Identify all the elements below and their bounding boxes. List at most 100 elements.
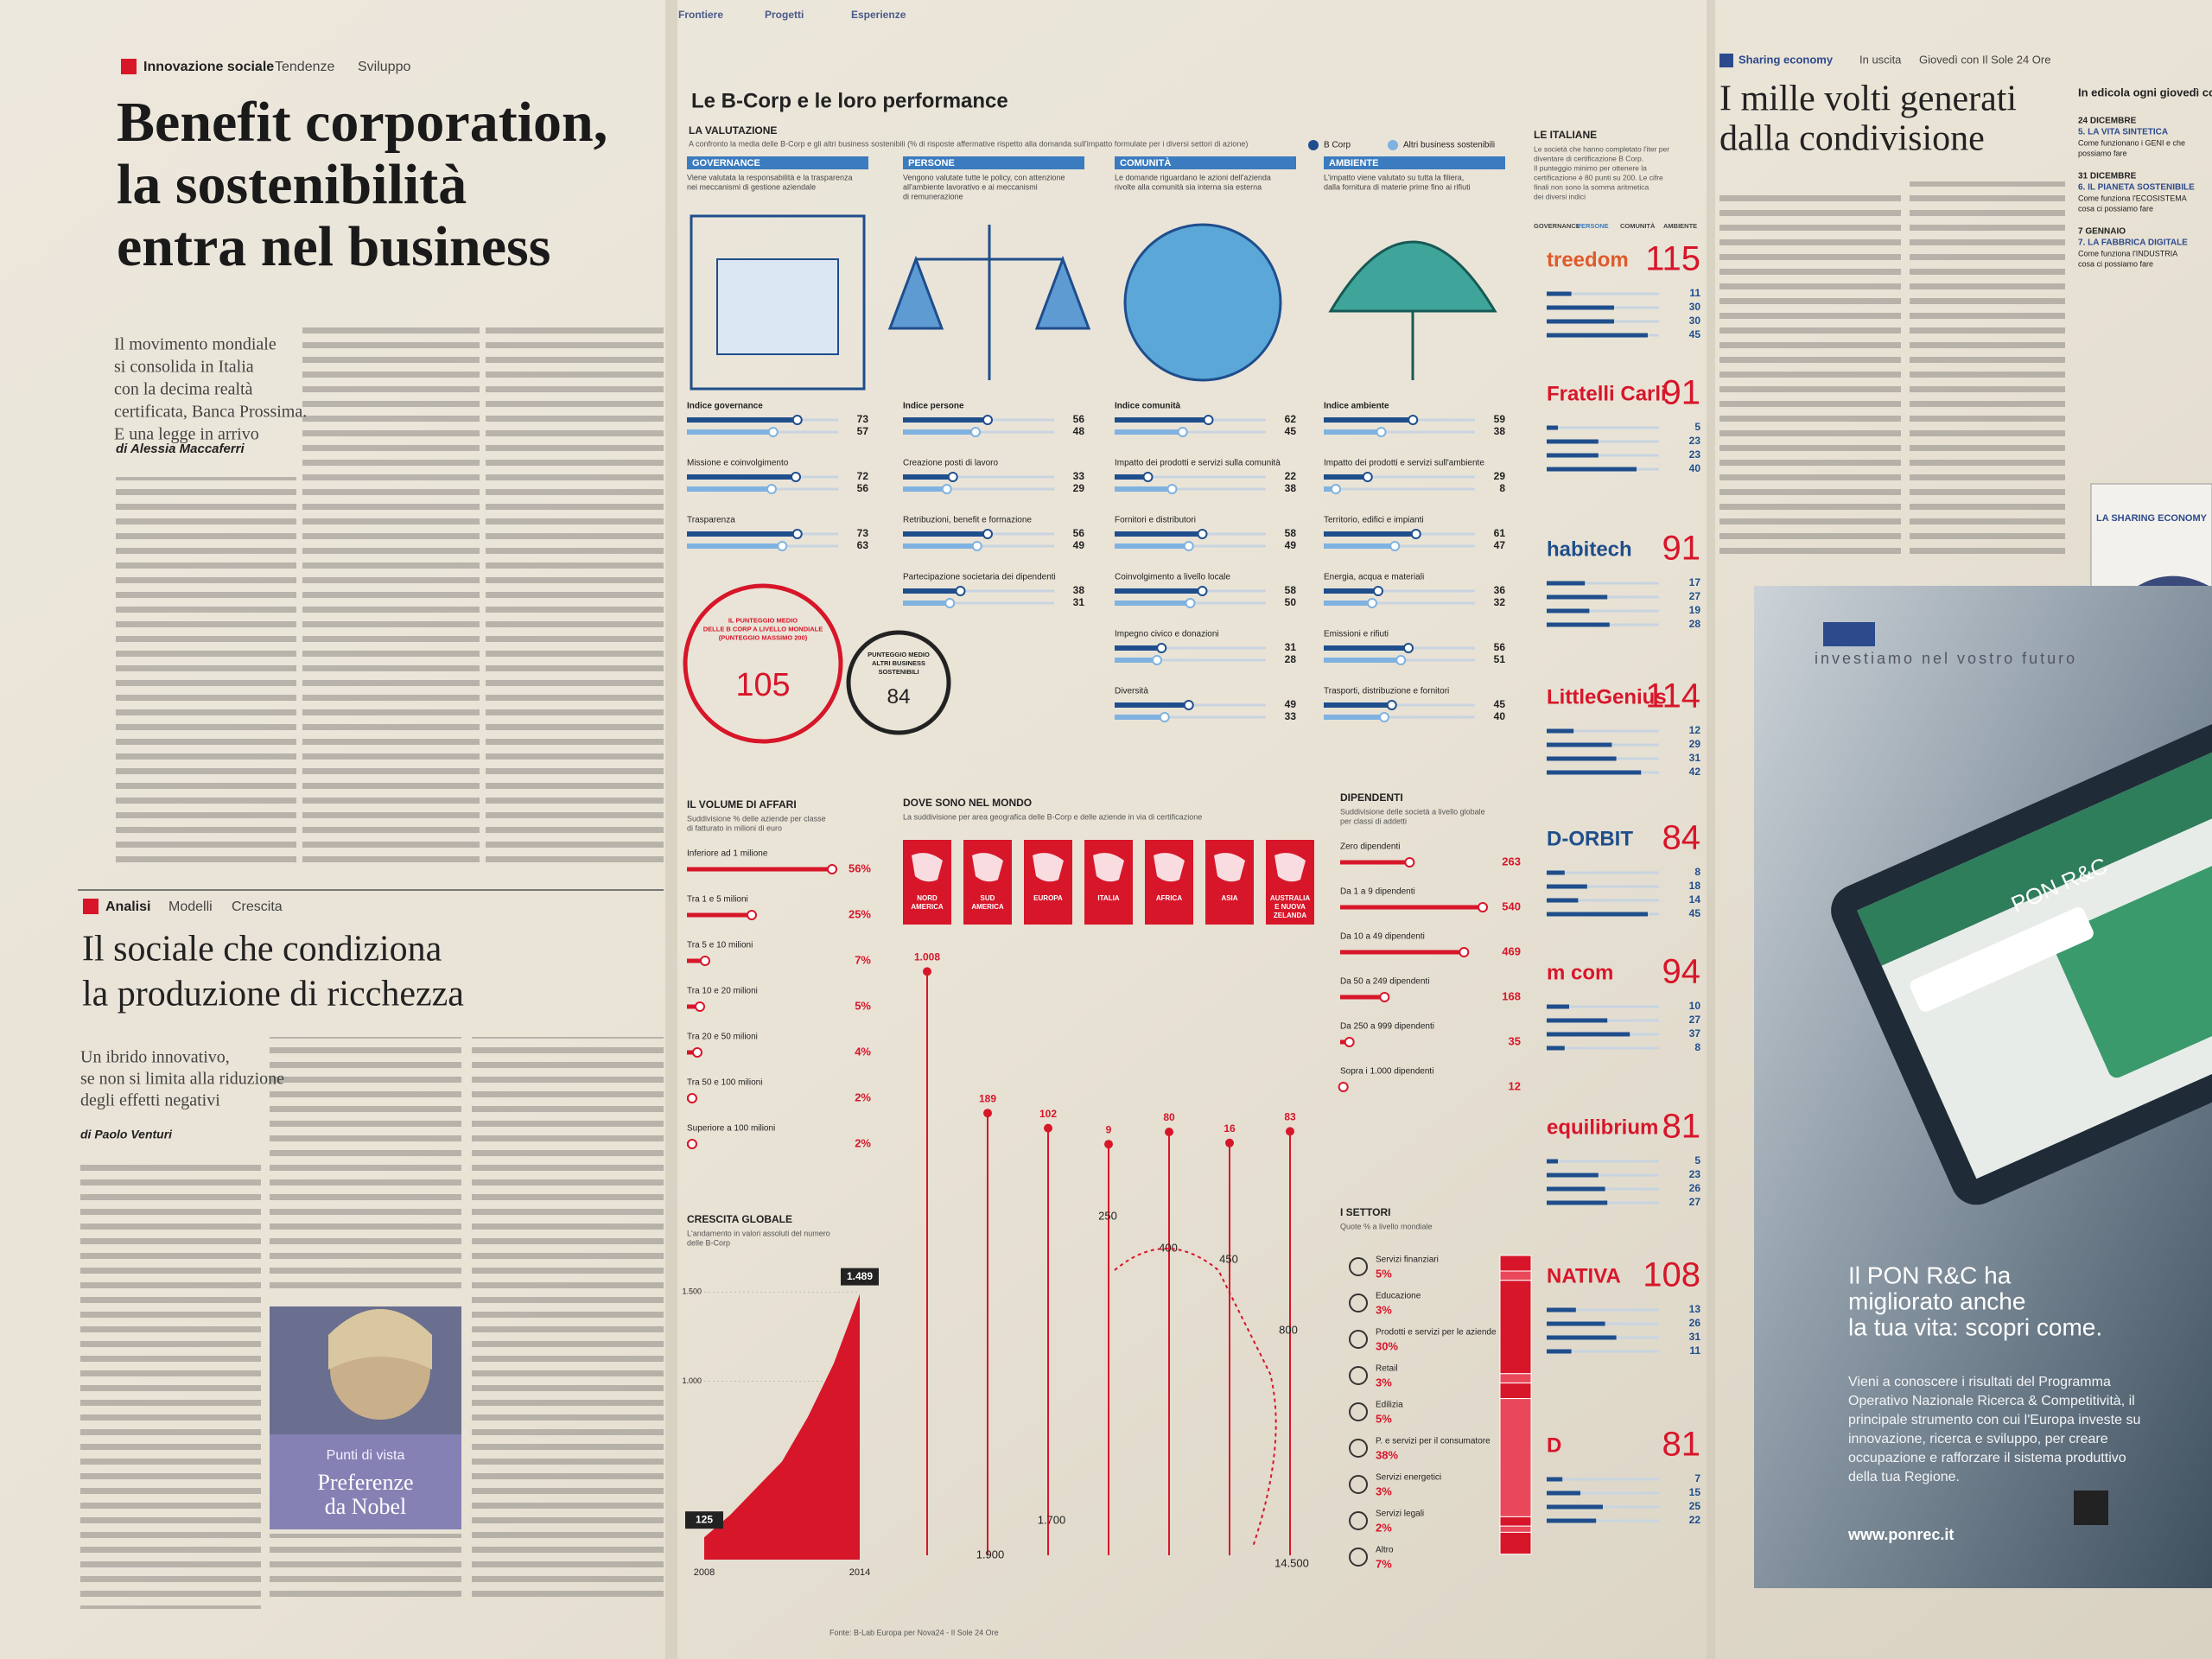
company-value: 5 bbox=[1694, 1154, 1700, 1166]
section-intro: A confronto la media delle B-Corp e gli … bbox=[689, 139, 1248, 148]
illustration-comunita bbox=[1123, 223, 1282, 382]
employees-dot bbox=[1379, 992, 1390, 1002]
sector-value: 3% bbox=[1376, 1376, 1392, 1389]
region-name: ZELANDA bbox=[1274, 912, 1306, 919]
volume-dot bbox=[747, 910, 757, 920]
sector-segment bbox=[1499, 1255, 1532, 1272]
item-title: 5. LA VITA SINTETICA bbox=[2078, 128, 2168, 137]
index-value: 22 bbox=[1285, 470, 1297, 482]
tablet bbox=[1831, 722, 2212, 1205]
company-value: 5 bbox=[1694, 421, 1700, 433]
index-dot bbox=[982, 529, 993, 539]
company-score: 114 bbox=[1645, 677, 1700, 715]
coil bbox=[1114, 1248, 1277, 1548]
region-name: SUD bbox=[981, 894, 995, 902]
body-text bbox=[302, 325, 480, 868]
region-value: 1.008 bbox=[914, 951, 940, 963]
company-score: 108 bbox=[1643, 1256, 1700, 1294]
section-desc: dei diversi indici bbox=[1534, 192, 1586, 200]
section-subtitle: delle B-Corp bbox=[687, 1238, 730, 1247]
company-logo: m com bbox=[1547, 961, 1613, 984]
fold bbox=[1707, 0, 1715, 1659]
item-desc: cosa ci possiamo fare bbox=[2078, 204, 2153, 213]
area-name: PERSONE bbox=[908, 158, 955, 168]
section-desc: Le società che hanno completato l'iter p… bbox=[1534, 144, 1669, 153]
index-value: 48 bbox=[1073, 425, 1085, 437]
index-label: Partecipazione societaria dei dipendenti bbox=[903, 573, 1056, 582]
company-value: 40 bbox=[1689, 462, 1701, 474]
company-value: 11 bbox=[1689, 1344, 1700, 1357]
subhead: E una legge in arrivo bbox=[114, 425, 259, 444]
employees-label: Sopra i 1.000 dipendenti bbox=[1340, 1067, 1433, 1077]
index-value: 62 bbox=[1285, 413, 1297, 425]
score-ring bbox=[683, 583, 843, 744]
index-label: Missione e coinvolgimento bbox=[687, 459, 789, 468]
caption-text bbox=[270, 1534, 461, 1603]
index-dot bbox=[791, 472, 801, 482]
index-dot bbox=[1203, 415, 1214, 425]
sector-icon bbox=[1349, 1402, 1368, 1421]
area-header bbox=[1115, 156, 1296, 169]
sector-value: 3% bbox=[1376, 1484, 1392, 1497]
employees-dot bbox=[1404, 857, 1415, 868]
sector-value: 5% bbox=[1376, 1267, 1392, 1280]
volume-value: 2% bbox=[855, 1136, 871, 1149]
employees-value: 12 bbox=[1509, 1079, 1521, 1092]
item-desc: Come funzionano i GENI e che bbox=[2078, 138, 2185, 147]
legend-swatch bbox=[1308, 140, 1319, 150]
qr-code bbox=[2074, 1491, 2108, 1525]
employees-dot bbox=[1344, 1037, 1355, 1047]
ad-body: Vieni a conoscere i risultati del Progra… bbox=[1848, 1375, 2111, 1389]
sector-label: Prodotti e servizi per le aziende bbox=[1376, 1328, 1497, 1338]
area-desc: di remunerazione bbox=[903, 192, 963, 200]
company-value: 45 bbox=[1689, 328, 1701, 340]
sector-icon bbox=[1349, 1257, 1368, 1276]
index-value: 45 bbox=[1285, 425, 1297, 437]
section-subtitle: per classi di addetti bbox=[1340, 817, 1407, 825]
index-value: 28 bbox=[1285, 653, 1297, 665]
index-label: Indice ambiente bbox=[1324, 402, 1389, 411]
index-value: 58 bbox=[1285, 527, 1297, 539]
index-value: 50 bbox=[1285, 596, 1297, 608]
column-header: COMUNITÀ bbox=[1620, 222, 1656, 230]
body-text bbox=[486, 325, 664, 868]
area-name: COMUNITÀ bbox=[1120, 157, 1171, 168]
volume-dot bbox=[700, 956, 710, 966]
employees-label: Da 10 a 49 dipendenti bbox=[1340, 932, 1425, 942]
app-bar bbox=[1857, 748, 2212, 966]
area-name: AMBIENTE bbox=[1329, 158, 1378, 168]
index-value: 57 bbox=[857, 425, 869, 437]
ad-url: www.ponrec.it bbox=[1847, 1526, 1954, 1543]
section-label: I SETTORI bbox=[1340, 1206, 1390, 1218]
sector-segment bbox=[1499, 1398, 1532, 1517]
area-desc: rivolte alla comunità sia interna sia es… bbox=[1115, 182, 1262, 191]
section-tag: Sviluppo bbox=[358, 60, 410, 74]
photo-title: da Nobel bbox=[325, 1494, 407, 1519]
byline: di Alessia Maccaferri bbox=[116, 442, 245, 456]
company-value: 7 bbox=[1694, 1472, 1700, 1484]
region-tile bbox=[903, 840, 951, 925]
index-dot bbox=[1183, 700, 1194, 710]
index-label: Diversità bbox=[1115, 687, 1148, 696]
section-desc: diventare di certificazione B Corp. bbox=[1534, 154, 1643, 162]
score-ring bbox=[846, 630, 951, 735]
company-logo: treedom bbox=[1547, 248, 1629, 271]
ad-body: della tua Regione. bbox=[1848, 1470, 1960, 1484]
index-value: 29 bbox=[1073, 482, 1085, 494]
index-label: Impatto dei prodotti e servizi sull'ambi… bbox=[1324, 459, 1484, 468]
section-label: IL VOLUME DI AFFARI bbox=[687, 798, 797, 810]
index-dot bbox=[1367, 598, 1377, 608]
area-name: GOVERNANCE bbox=[692, 158, 760, 168]
company-value: 8 bbox=[1694, 866, 1700, 878]
index-value: 49 bbox=[1285, 539, 1297, 551]
index-value: 47 bbox=[1494, 539, 1506, 551]
index-label: Territorio, edifici e impianti bbox=[1324, 516, 1424, 525]
headline: la produzione di ricchezza bbox=[82, 975, 464, 1014]
sector-value: 30% bbox=[1376, 1339, 1398, 1352]
employees-value: 35 bbox=[1509, 1034, 1521, 1047]
employees-label: Da 250 a 999 dipendenti bbox=[1340, 1022, 1434, 1032]
company-score: 84 bbox=[1662, 819, 1701, 857]
section-marker bbox=[83, 899, 99, 914]
headline: dalla condivisione bbox=[1719, 119, 1985, 159]
